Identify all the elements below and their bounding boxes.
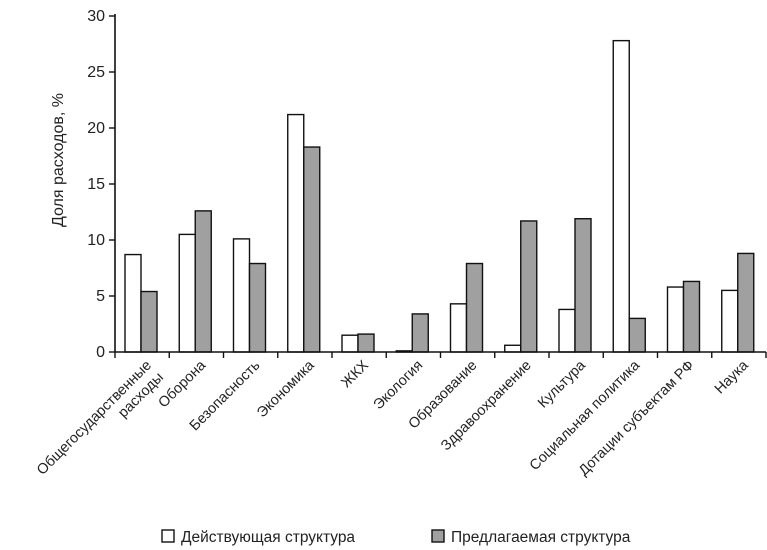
bar-current-3 [287,113,305,353]
y-tick-label: 15 [87,176,105,193]
bar-current-11 [721,289,739,353]
y-tick-label: 0 [96,344,105,361]
x-category-label: Экономика [254,357,318,421]
y-tick-label: 30 [87,8,105,25]
bar-proposed-7 [520,220,538,353]
y-tick-label: 25 [87,64,105,81]
y-tick-label: 10 [87,232,105,249]
bar-current-10 [666,286,685,353]
bar-current-0 [124,253,142,353]
x-labels-group: ОбщегосударственныерасходыОборонаБезопас… [34,357,753,491]
x-category-label: ЖКХ [338,357,372,391]
legend-label-current: Действующая структура [181,529,355,546]
y-tick-label: 20 [87,120,105,137]
x-category-label: Общегосударственныерасходы [34,358,167,491]
bar-current-4 [341,334,359,353]
bar-proposed-0 [140,290,158,353]
legend-label-proposed: Предлагаемая структура [451,529,631,546]
x-category-label: Здравоохранение [438,358,535,455]
bar-proposed-5 [411,313,429,353]
bar-proposed-11 [737,252,755,353]
bar-proposed-2 [248,262,267,353]
y-ticks-group: 0 5 10 15 20 25 30 [87,8,115,361]
bar-current-6 [449,303,468,353]
bar-proposed-6 [465,262,484,353]
x-category-label: Дотации субъектам РФ [576,358,698,480]
bar-proposed-3 [303,146,321,353]
bar-current-8 [558,308,576,353]
bar-current-2 [232,238,251,353]
bar-proposed-8 [574,218,592,353]
x-category-label: Наука [712,357,753,398]
bar-proposed-10 [682,280,701,353]
bar-current-1 [178,233,196,353]
bar-current-7 [504,344,522,353]
x-category-label: Социальная политика [527,357,644,474]
x-category-label: Культура [535,357,590,412]
legend-swatch-proposed [431,529,445,543]
legend: Действующая структура Предлагаемая структ… [161,529,631,546]
bar-proposed-1 [194,210,212,353]
y-axis-title: Доля расходов, % [50,93,67,227]
bar-proposed-9 [628,317,646,353]
x-category-label: Экология [371,358,427,414]
bars-group [124,39,755,353]
bar-current-9 [612,39,630,353]
legend-swatch-current [161,529,175,543]
bar-proposed-4 [357,333,375,353]
y-tick-label: 5 [96,288,105,305]
